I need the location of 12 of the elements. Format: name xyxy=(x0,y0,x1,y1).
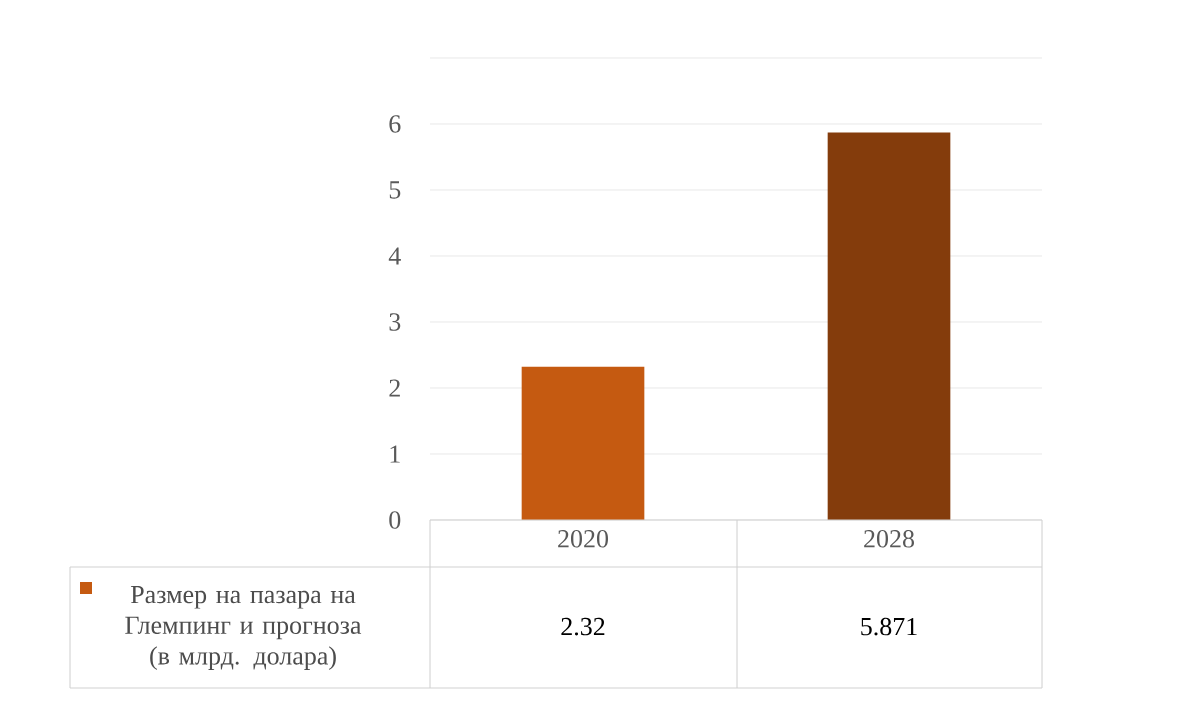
data-label: 5.871 xyxy=(861,617,917,636)
y-tick-label: 6 xyxy=(389,115,401,133)
y-tick-label: 3 xyxy=(389,313,401,331)
y-tick-label: 2 xyxy=(389,379,400,397)
x-tick-label: 2028 xyxy=(864,530,915,548)
y-tick-label: 1 xyxy=(390,445,400,463)
x-tick-label: 2020 xyxy=(558,530,609,548)
y-tick-label: 0 xyxy=(389,511,401,529)
data-label: 2.32 xyxy=(561,617,605,636)
y-tick-label: 4 xyxy=(388,247,401,265)
y-tick-label: 5 xyxy=(389,181,401,199)
legend-label: Размер на пазара на Глемпинг и прогноза (в млрд. долара) xyxy=(125,586,362,670)
